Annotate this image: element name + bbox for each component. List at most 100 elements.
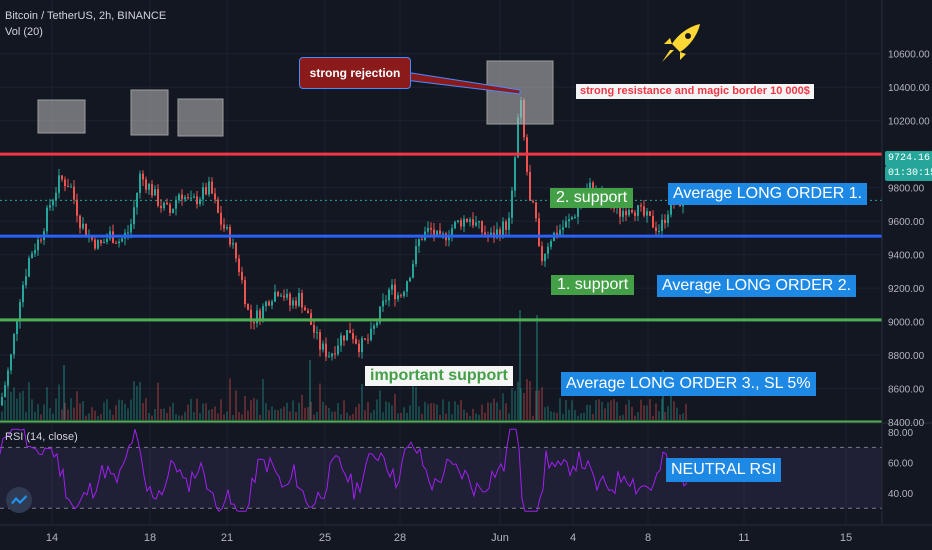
candle-body bbox=[622, 210, 624, 217]
volume-bar bbox=[22, 390, 24, 420]
volume-bar bbox=[517, 381, 519, 420]
candle-body bbox=[49, 205, 51, 208]
candle-body bbox=[244, 280, 246, 304]
volume-bar bbox=[424, 401, 426, 420]
volume-bar bbox=[379, 390, 381, 420]
volume-bar bbox=[556, 412, 558, 420]
candle-body bbox=[346, 330, 348, 341]
last-price-tag: 9724.16 bbox=[885, 151, 932, 166]
candle-body bbox=[658, 230, 660, 232]
candle-body bbox=[448, 236, 450, 241]
candle-body bbox=[373, 325, 375, 329]
volume-bar bbox=[679, 414, 681, 420]
candle-body bbox=[250, 309, 252, 322]
tradingview-logo[interactable] bbox=[6, 487, 32, 513]
price-tick-label: 10600.00 bbox=[888, 50, 930, 61]
time-tick-label: 14 bbox=[46, 532, 58, 544]
candle-body bbox=[400, 295, 402, 297]
volume-bar bbox=[604, 408, 606, 420]
volume-bar bbox=[4, 400, 6, 420]
volume-bar bbox=[568, 409, 570, 420]
volume-bar bbox=[58, 384, 60, 420]
volume-bar bbox=[133, 381, 135, 420]
volume-bar bbox=[508, 413, 510, 420]
volume-bar bbox=[154, 408, 156, 420]
volume-bar bbox=[673, 401, 675, 420]
candle-body bbox=[232, 243, 234, 245]
volume-bar bbox=[370, 412, 372, 420]
volume-bar bbox=[55, 398, 57, 420]
candle-body bbox=[214, 193, 216, 200]
volume-bar bbox=[82, 401, 84, 420]
candle-body bbox=[280, 295, 282, 297]
volume-bar bbox=[637, 412, 639, 420]
candle-body bbox=[211, 181, 213, 194]
price-tick-label: 8400.00 bbox=[888, 418, 925, 429]
strong-rejection-callout[interactable]: strong rejection bbox=[299, 57, 411, 89]
volume-bar bbox=[676, 407, 678, 420]
candle-body bbox=[475, 222, 477, 226]
volume-bar bbox=[340, 414, 342, 420]
volume-bar bbox=[385, 401, 387, 420]
volume-bar bbox=[400, 413, 402, 420]
volume-bar bbox=[583, 412, 585, 420]
rsi-legend: RSI (14, close) bbox=[5, 431, 78, 443]
candle-body bbox=[355, 339, 357, 344]
volume-bar bbox=[286, 402, 288, 420]
volume-bar bbox=[529, 381, 531, 420]
volume-bar bbox=[367, 402, 369, 420]
volume-bar bbox=[178, 415, 180, 420]
candle-body bbox=[469, 219, 471, 222]
volume-bar bbox=[487, 402, 489, 420]
candle-body bbox=[652, 215, 654, 228]
candle-body bbox=[73, 186, 75, 200]
volume-bar bbox=[418, 406, 420, 420]
long-order-3-label[interactable]: Average LONG ORDER 3., SL 5% bbox=[561, 372, 816, 396]
volume-bar bbox=[232, 415, 234, 420]
candle-body bbox=[223, 224, 225, 229]
volume-bar bbox=[301, 394, 303, 420]
resistance-label[interactable]: strong resistance and magic border 10 00… bbox=[576, 84, 814, 99]
neutral-rsi-label[interactable]: NEUTRAL RSI bbox=[666, 458, 782, 482]
important-support-label[interactable]: important support bbox=[365, 366, 513, 386]
volume-bar bbox=[34, 411, 36, 420]
candle-body bbox=[115, 242, 117, 244]
candle-body bbox=[415, 246, 417, 264]
support-1-label[interactable]: 1. support bbox=[551, 275, 635, 295]
candle-body bbox=[169, 204, 171, 213]
volume-bar bbox=[49, 408, 51, 420]
volume-bar bbox=[448, 401, 450, 420]
volume-bar bbox=[280, 408, 282, 420]
volume-bar bbox=[103, 402, 105, 420]
volume-bar bbox=[100, 414, 102, 420]
candle-body bbox=[391, 284, 393, 290]
candle-body bbox=[298, 293, 300, 306]
candle-body bbox=[418, 239, 420, 247]
volume-bar bbox=[292, 400, 294, 420]
candle-body bbox=[529, 171, 531, 201]
long-order-1-label[interactable]: Average LONG ORDER 1. bbox=[668, 183, 868, 205]
time-tick-label: 15 bbox=[840, 532, 852, 544]
volume-bar bbox=[586, 404, 588, 420]
candle-body bbox=[562, 227, 564, 230]
candle-body bbox=[430, 227, 432, 230]
volume-bar bbox=[91, 407, 93, 420]
candle-body bbox=[538, 218, 540, 247]
candle-body bbox=[25, 276, 27, 286]
candle-body bbox=[361, 338, 363, 353]
volume-bar bbox=[181, 415, 183, 420]
candle-body bbox=[175, 200, 177, 209]
candle-body bbox=[121, 238, 123, 242]
candle-body bbox=[19, 302, 21, 322]
long-order-2-label[interactable]: Average LONG ORDER 2. bbox=[657, 275, 857, 297]
volume-bar bbox=[151, 415, 153, 420]
support-2-label[interactable]: 2. support bbox=[550, 188, 634, 208]
volume-bar bbox=[544, 407, 546, 420]
volume-bar bbox=[112, 414, 114, 420]
candle-body bbox=[262, 306, 264, 321]
volume-bar bbox=[109, 409, 111, 420]
candle-body bbox=[259, 310, 261, 321]
volume-bar bbox=[451, 414, 453, 420]
candle-body bbox=[472, 219, 474, 226]
volume-bar bbox=[79, 403, 81, 420]
